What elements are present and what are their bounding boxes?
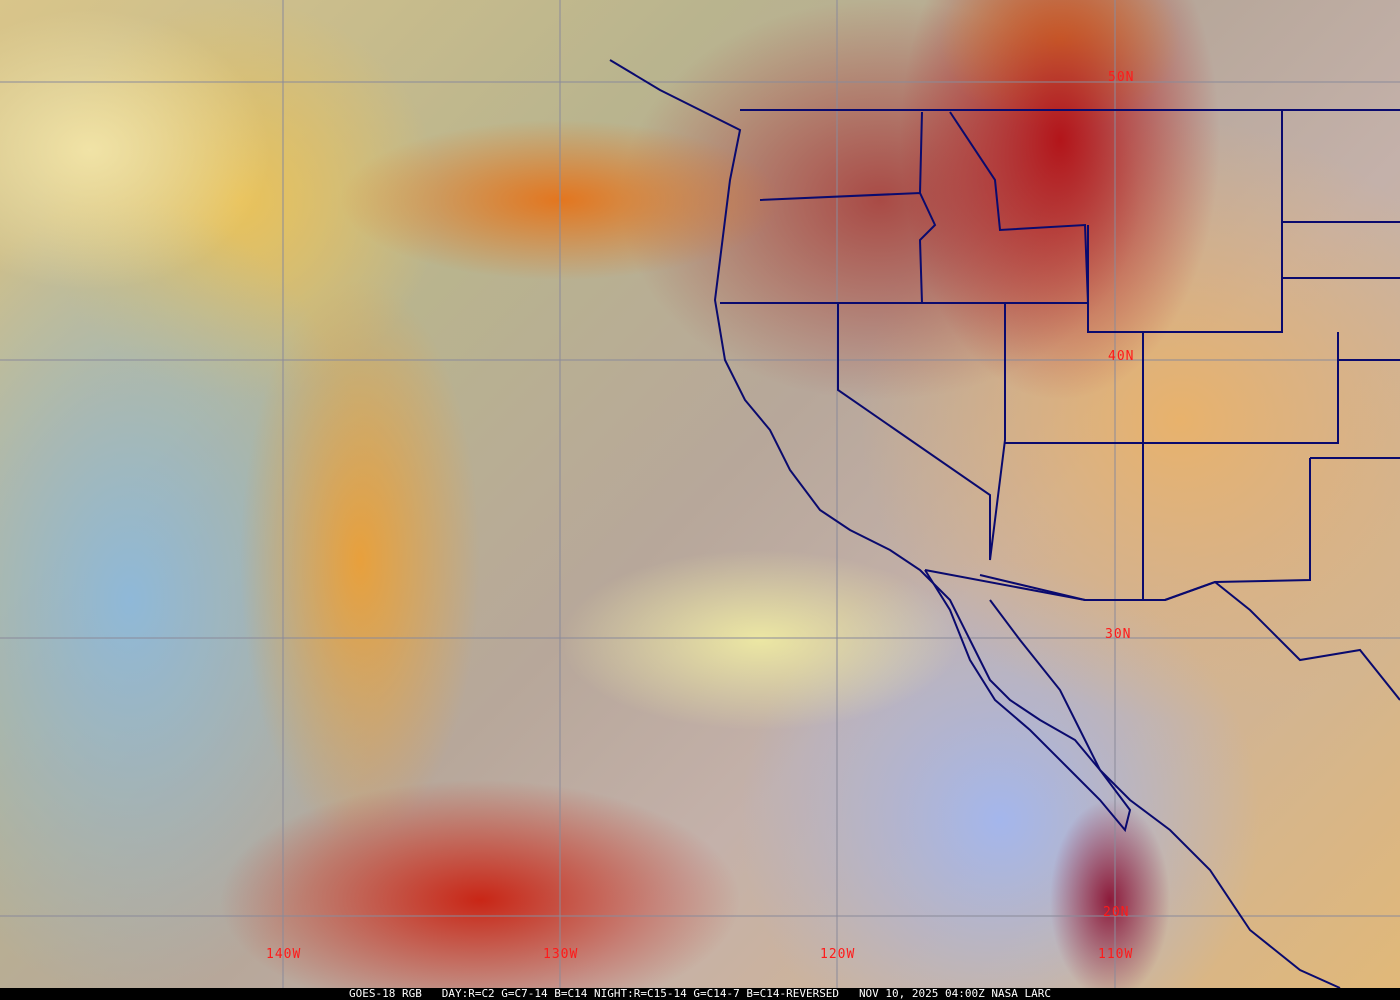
caption-source: NASA LARC — [991, 987, 1052, 1000]
caption-timestamp: NOV 10, 2025 04:00Z — [858, 987, 985, 1000]
coastline — [609, 59, 1341, 989]
lat-label-40n: 40N — [1108, 349, 1135, 364]
lon-label-140w: 140W — [266, 947, 302, 962]
lon-label-120w: 120W — [820, 947, 856, 962]
state-borders — [720, 110, 1400, 601]
image-caption: GOES-18 RGB DAY:R=C2 G=C7-14 B=C14 NIGHT… — [0, 988, 1400, 1000]
caption-recipe: DAY:R=C2 G=C7-14 B=C14 NIGHT:R=C15-14 G=… — [441, 987, 840, 1000]
baja-coast — [924, 569, 1132, 833]
lat-label-50n: 50N — [1108, 70, 1135, 85]
lon-label-130w: 130W — [543, 947, 579, 962]
lat-label-30n: 30N — [1105, 627, 1132, 642]
mexico-border — [979, 574, 1400, 701]
lat-label-20n: 20N — [1103, 905, 1130, 920]
caption-satellite: GOES-18 RGB — [348, 987, 422, 1000]
lon-label-110w: 110W — [1098, 947, 1134, 962]
political-borders — [609, 59, 1400, 989]
